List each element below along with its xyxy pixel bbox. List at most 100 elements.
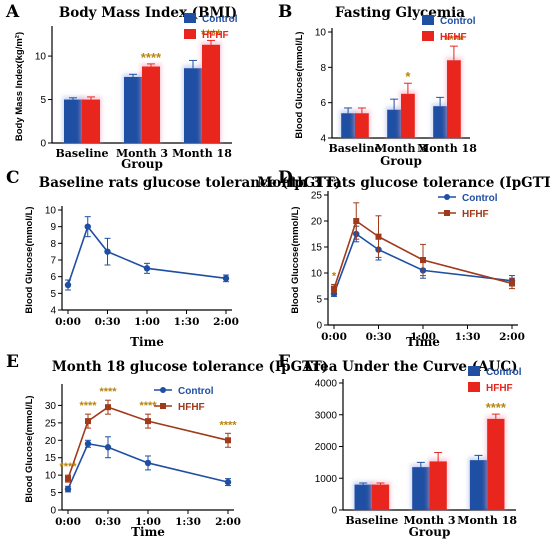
x-axis-label: Time <box>406 335 440 349</box>
x-tick-label: 1:00 <box>135 516 161 528</box>
significance-mark: **** <box>219 419 237 431</box>
x-tick-label: 0:30 <box>95 516 121 528</box>
y-tick-label: 0 <box>50 506 56 517</box>
y-tick-label: 15 <box>311 243 323 254</box>
y-tick-label: 8 <box>320 63 326 74</box>
legend-label: Control <box>178 386 214 397</box>
y-axis-label: Blood Glucose(mmol/L) <box>24 395 35 502</box>
x-tick-label: Month 18 <box>457 514 517 527</box>
data-point <box>104 444 112 451</box>
y-tick-label: 0 <box>40 139 46 150</box>
legend-label: HFHF <box>202 30 229 41</box>
bar <box>447 60 461 139</box>
y-tick-label: 4000 <box>315 379 338 390</box>
significance-mark: **** <box>79 400 97 412</box>
x-tick-label: 0:00 <box>55 516 81 528</box>
data-point <box>224 478 232 486</box>
panel-letter: F <box>278 352 290 372</box>
legend-marker <box>160 387 166 393</box>
y-tick-label: 5 <box>50 289 56 300</box>
data-point <box>105 404 111 411</box>
data-point <box>331 285 337 292</box>
legend-label: HFHF <box>486 383 513 394</box>
legend-label: Control <box>462 193 498 204</box>
y-tick-label: 7 <box>50 256 56 267</box>
y-tick-label: 4 <box>320 134 326 145</box>
x-tick-label: Baseline <box>329 142 382 155</box>
y-tick-label: 25 <box>45 418 57 429</box>
x-tick-label: 1:00 <box>410 331 436 343</box>
panel-letter: A <box>5 2 20 22</box>
x-tick-label: 2:00 <box>213 316 239 328</box>
y-tick-label: 10 <box>35 52 47 63</box>
data-point <box>104 248 111 255</box>
x-tick-label: Baseline <box>345 514 398 527</box>
chart-title: Baseline rats glucose tolerance (IpGTT) <box>39 175 341 191</box>
bar <box>355 113 369 138</box>
x-tick-label: Month 3 <box>403 514 455 527</box>
data-point <box>353 218 360 224</box>
x-axis-label: Group <box>121 157 163 171</box>
legend-swatch <box>422 31 434 41</box>
legend-label: HFHF <box>462 209 489 220</box>
x-tick-label: 1:30 <box>175 516 201 528</box>
bar <box>82 99 100 143</box>
chart-title: Area Under the Curve (AUC) <box>302 359 518 375</box>
significance-mark: **** <box>444 32 465 47</box>
bar <box>433 106 447 138</box>
bar <box>401 93 415 138</box>
y-tick-label: 15 <box>45 453 57 464</box>
legend-label: Control <box>486 367 522 378</box>
panel-letter: B <box>278 2 292 22</box>
bar <box>387 109 401 138</box>
bar <box>429 461 447 510</box>
panel-f: F Area Under the Curve (AUC) 0 1000 2000 3000… <box>278 352 522 539</box>
bar <box>412 467 430 510</box>
y-tick-label: 10 <box>315 28 327 39</box>
y-tick-label: 10 <box>311 269 323 280</box>
x-tick-label: 0:00 <box>55 316 81 328</box>
x-axis-label: Group <box>409 525 451 539</box>
legend-marker <box>160 403 166 409</box>
bar <box>202 44 220 143</box>
bar <box>371 484 390 510</box>
data-point <box>84 440 92 447</box>
y-axis-label: Body Mass Index(kg/m²) <box>14 32 25 141</box>
legend-label: Control <box>440 16 476 27</box>
series-line <box>67 225 227 286</box>
legend-swatch <box>184 13 196 23</box>
y-tick-label: 5 <box>50 488 56 499</box>
y-axis-label: Blood Glucose(mmol/L) <box>24 206 35 313</box>
y-tick-label: 3000 <box>315 410 338 421</box>
y-tick-label: 6 <box>50 272 56 283</box>
significance-mark: **** <box>201 26 222 41</box>
data-point <box>330 290 338 297</box>
data-point <box>509 280 515 287</box>
chart-title: Month 3 rats glucose tolerance (IpGTT) <box>257 175 550 191</box>
data-point <box>375 233 382 240</box>
bar <box>341 113 355 138</box>
data-point <box>84 223 91 230</box>
data-point <box>222 275 230 282</box>
y-tick-label: 9 <box>50 222 56 233</box>
y-tick-label: 8 <box>50 239 56 250</box>
significance-mark: * <box>405 69 411 84</box>
panel-e: E Month 18 glucose tolerance (IpGTT) 0 5 10 1… <box>6 352 328 539</box>
y-tick-label: 1000 <box>315 474 338 485</box>
x-tick-label: Baseline <box>56 147 109 160</box>
data-point <box>420 257 426 263</box>
legend-swatch <box>184 29 196 39</box>
significance-mark: **** <box>139 400 157 412</box>
panel-letter: E <box>6 352 19 372</box>
data-point <box>145 418 151 425</box>
data-point <box>225 437 231 444</box>
significance-mark: **** <box>59 461 77 473</box>
x-tick-label: 0:30 <box>366 331 392 343</box>
x-tick-label: 1:30 <box>174 316 200 328</box>
x-tick-label: Month 3 <box>375 142 427 155</box>
y-tick-label: 0 <box>331 506 337 517</box>
